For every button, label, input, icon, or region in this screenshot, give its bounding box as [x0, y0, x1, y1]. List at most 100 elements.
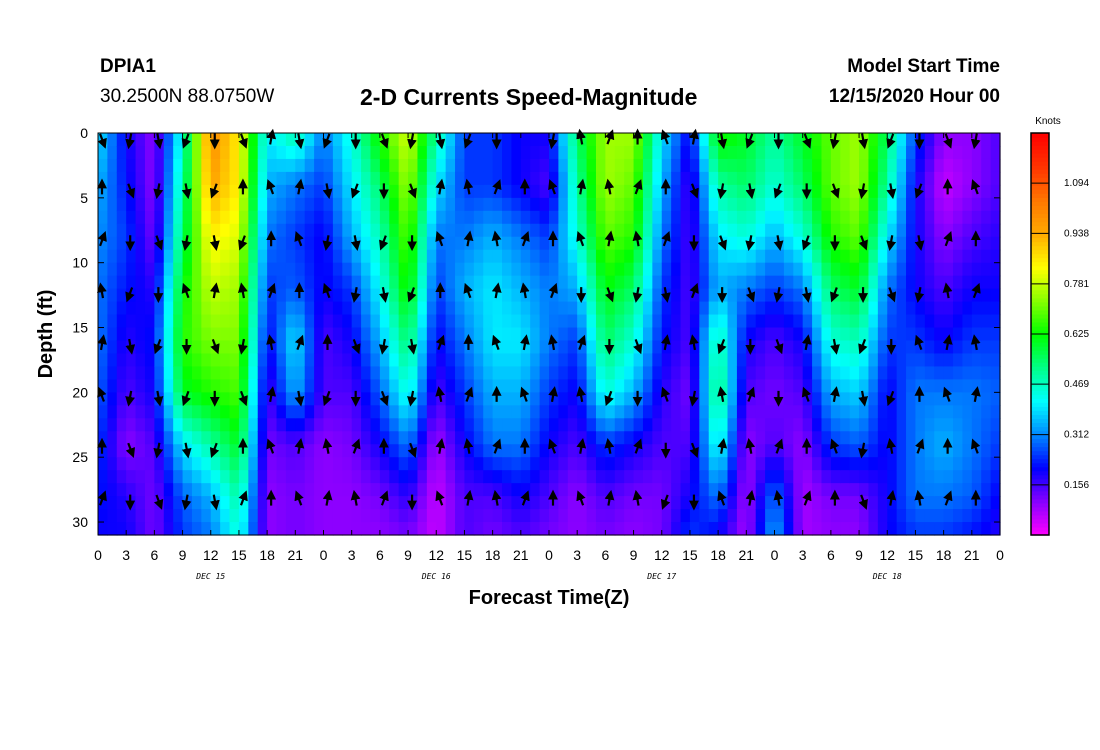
- heatmap-cell: [887, 171, 898, 186]
- current-vector-arrow: [407, 390, 417, 407]
- heatmap-cell: [793, 418, 804, 432]
- heatmap-cell: [455, 522, 466, 536]
- heatmap-cell: [642, 392, 653, 406]
- heatmap-cell: [783, 197, 794, 212]
- heatmap-cell: [661, 210, 672, 225]
- heatmap-cell: [934, 210, 945, 225]
- heatmap-cell: [389, 444, 400, 458]
- heatmap-cell: [285, 353, 296, 368]
- heatmap-cell: [586, 353, 597, 368]
- heatmap-cell: [840, 366, 851, 380]
- current-vector-arrow: [519, 386, 530, 402]
- heatmap-cell: [530, 496, 541, 510]
- heatmap-cell: [502, 483, 513, 497]
- heatmap-cell: [558, 353, 569, 368]
- heatmap-cell: [502, 522, 513, 536]
- heatmap-cell: [689, 470, 700, 484]
- heatmap-cell: [267, 145, 278, 160]
- heatmap-cell: [755, 262, 766, 277]
- heatmap-cell: [586, 262, 597, 277]
- heatmap-cell: [821, 418, 832, 432]
- heatmap-cell: [248, 133, 259, 147]
- heatmap-cell: [877, 197, 888, 212]
- heatmap-cell: [877, 314, 888, 329]
- heatmap-cell: [605, 509, 616, 523]
- heatmap-cell: [981, 379, 992, 393]
- heatmap-cell: [971, 314, 982, 329]
- heatmap-cell: [492, 197, 503, 212]
- heatmap-cell: [896, 158, 907, 173]
- heatmap-cell: [567, 301, 578, 316]
- current-vector-arrow: [209, 183, 220, 199]
- heatmap-cell: [304, 392, 315, 406]
- current-vector-arrow: [604, 437, 615, 454]
- heatmap-cell: [924, 379, 935, 393]
- heatmap-cell: [238, 366, 249, 380]
- heatmap-cell: [727, 470, 738, 484]
- heatmap-cell: [558, 223, 569, 238]
- heatmap-cell: [802, 210, 813, 225]
- heatmap-cell: [671, 392, 682, 406]
- heatmap-cell: [304, 288, 315, 303]
- heatmap-cell: [248, 353, 259, 368]
- current-vector-arrow: [886, 235, 897, 252]
- heatmap-cell: [464, 509, 475, 523]
- heatmap-cell: [924, 236, 935, 251]
- heatmap-cell: [126, 522, 137, 536]
- heatmap-cell: [323, 262, 334, 277]
- heatmap-cell: [107, 275, 118, 290]
- heatmap-cell: [981, 314, 992, 329]
- heatmap-cell: [906, 353, 917, 368]
- heatmap-cell: [915, 275, 926, 290]
- heatmap-cell: [238, 223, 249, 238]
- heatmap-cell: [915, 366, 926, 380]
- heatmap-cell: [924, 366, 935, 380]
- heatmap-cell: [577, 522, 588, 536]
- current-vector-arrow: [97, 230, 107, 247]
- heatmap-cell: [295, 418, 306, 432]
- heatmap-cell: [135, 444, 146, 458]
- heatmap-cell: [267, 288, 278, 303]
- heatmap-cell: [962, 470, 973, 484]
- heatmap-cell: [154, 223, 165, 238]
- heatmap-cell: [276, 366, 287, 380]
- heatmap-cell: [483, 133, 494, 147]
- heatmap-cell: [934, 366, 945, 380]
- heatmap-cell: [229, 210, 240, 225]
- heatmap-cell: [248, 340, 259, 355]
- heatmap-cell: [389, 470, 400, 484]
- heatmap-cell: [671, 275, 682, 290]
- heatmap-cell: [990, 483, 1001, 497]
- heatmap-cell: [492, 301, 503, 316]
- heatmap-cell: [210, 353, 221, 368]
- heatmap-cell: [116, 405, 127, 419]
- heatmap-cell: [492, 431, 503, 445]
- heatmap-cell: [502, 275, 513, 290]
- heatmap-cell: [116, 366, 127, 380]
- heatmap-cell: [220, 418, 231, 432]
- heatmap-cell: [774, 197, 785, 212]
- heatmap-cell: [821, 301, 832, 316]
- heatmap-cell: [304, 301, 315, 316]
- heatmap-cell: [840, 496, 851, 510]
- current-vector-arrow: [492, 179, 502, 195]
- heatmap-cell: [182, 366, 193, 380]
- heatmap-cell: [473, 405, 484, 419]
- heatmap-cell: [812, 405, 823, 419]
- heatmap-cell: [492, 249, 503, 264]
- heatmap-cell: [210, 379, 221, 393]
- current-vector-arrow: [886, 489, 897, 506]
- heatmap-cell: [671, 184, 682, 199]
- heatmap-cell: [962, 133, 973, 147]
- heatmap-cell: [248, 522, 259, 536]
- heatmap-cell: [981, 496, 992, 510]
- heatmap-cell: [304, 418, 315, 432]
- heatmap-cell: [116, 483, 127, 497]
- heatmap-cell: [802, 340, 813, 355]
- heatmap-cell: [849, 236, 860, 251]
- heatmap-cell: [417, 392, 428, 406]
- heatmap-cell: [906, 133, 917, 147]
- current-vector-arrow: [633, 179, 643, 195]
- heatmap-cell: [229, 392, 240, 406]
- heatmap-cell: [436, 483, 447, 497]
